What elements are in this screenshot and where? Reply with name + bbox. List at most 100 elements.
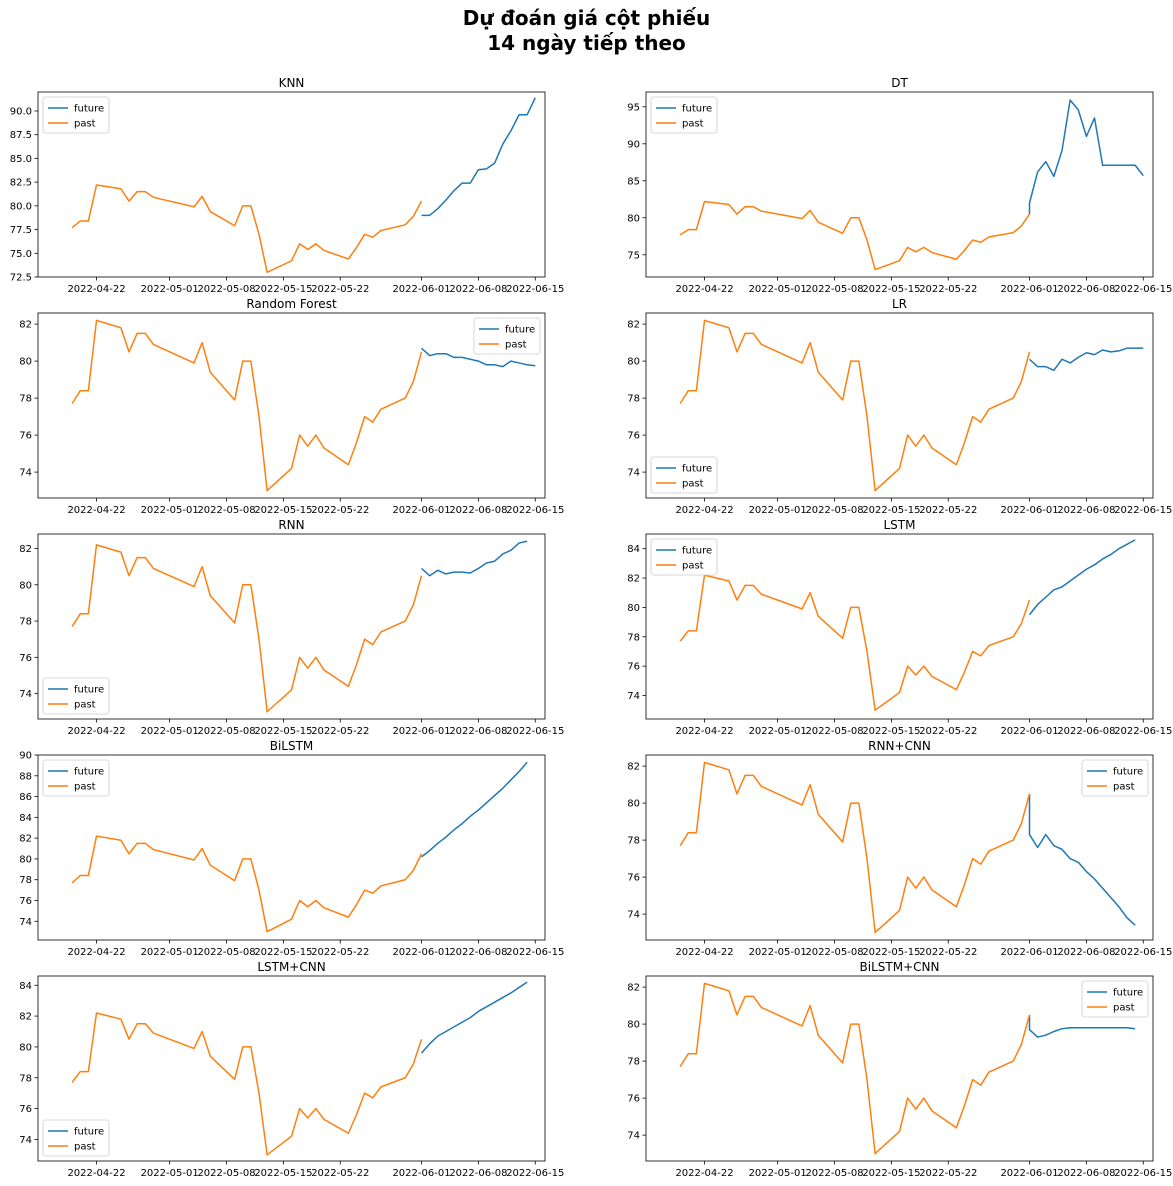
x-tick-label: 2022-06-08 [1057, 1168, 1115, 1179]
y-tick-label: 76 [627, 1094, 640, 1105]
x-tick-label: 2022-06-01 [392, 947, 450, 958]
x-tick-label: 2022-05-15 [862, 505, 920, 516]
axes-frame [37, 312, 546, 499]
y-tick-label: 76 [627, 431, 640, 442]
future-line [420, 981, 528, 1054]
y-tick-label: 85.0 [10, 154, 32, 165]
x-tick-label: 2022-05-22 [311, 1168, 369, 1179]
past-line [679, 982, 1031, 1155]
x-tick-label: 2022-05-08 [805, 947, 863, 958]
x-tick-label: 2022-05-01 [749, 947, 807, 958]
x-tick-label: 2022-06-01 [1000, 947, 1058, 958]
y-tick-label: 74 [19, 468, 32, 479]
subplot: BiLSTM 74 76 78 80 82 84 86 88 90 2022-04-22 2022-0… [19, 739, 564, 958]
y-tick-label: 90 [19, 751, 32, 762]
legend-label-future: future [682, 546, 712, 557]
y-tick-label: 82 [627, 762, 640, 773]
legend: future past [1081, 759, 1149, 797]
x-tick-label: 2022-05-01 [749, 505, 807, 516]
y-tick-label: 90 [627, 139, 640, 150]
subplot-title: LR [892, 297, 907, 311]
x-tick-label: 2022-05-15 [254, 1168, 312, 1179]
axes-frame [645, 533, 1154, 720]
future-line [421, 761, 528, 858]
y-tick-label: 80.0 [10, 201, 32, 212]
subplot-title: RNN+CNN [868, 739, 931, 753]
legend-box [42, 759, 110, 797]
x-tick-label: 2022-05-01 [141, 726, 199, 737]
axes-frame [37, 533, 546, 720]
y-tick-label: 74 [19, 689, 32, 700]
x-tick-label: 2022-04-22 [675, 726, 733, 737]
axes-frame [645, 312, 1154, 499]
subplot: KNN 72.5 75.0 77.5 80.0 82.5 85.0 87.5 90.0 2022-… [10, 76, 565, 295]
x-tick-label: 2022-04-22 [67, 947, 125, 958]
subplot-title: RNN [278, 518, 304, 532]
future-line [420, 347, 536, 368]
legend-label-future: future [1113, 988, 1143, 999]
y-tick-label: 85 [627, 176, 640, 187]
legend-label-past: past [682, 561, 704, 572]
past-line [71, 835, 423, 933]
y-tick-label: 75 [627, 250, 640, 261]
x-tick-label: 2022-05-22 [919, 284, 977, 295]
y-tick-label: 82 [19, 544, 32, 555]
x-tick-label: 2022-06-01 [392, 505, 450, 516]
x-tick-label: 2022-06-01 [392, 726, 450, 737]
x-tick-label: 2022-06-15 [506, 505, 564, 516]
future-line [1028, 793, 1136, 926]
y-tick-label: 74 [19, 917, 32, 928]
subplot-title: LSTM [884, 518, 916, 532]
y-tick-label: 80 [627, 799, 640, 810]
y-tick-label: 78 [19, 1073, 32, 1084]
legend-label-past: past [1113, 1003, 1135, 1014]
legend: future past [42, 96, 110, 134]
y-tick-label: 74 [627, 910, 640, 921]
x-tick-label: 2022-05-08 [805, 505, 863, 516]
legend-box [1081, 980, 1149, 1018]
x-tick-label: 2022-05-08 [805, 1168, 863, 1179]
x-tick-label: 2022-05-01 [749, 1168, 807, 1179]
legend-box [1081, 759, 1149, 797]
y-tick-label: 86 [19, 792, 32, 803]
legend-label-future: future [74, 104, 104, 115]
y-tick-label: 78 [19, 617, 32, 628]
x-tick-label: 2022-06-08 [449, 284, 507, 295]
y-tick-label: 82 [627, 574, 640, 585]
x-tick-label: 2022-04-22 [67, 726, 125, 737]
x-tick-label: 2022-05-08 [197, 1168, 255, 1179]
legend-label-future: future [505, 325, 535, 336]
x-tick-label: 2022-04-22 [675, 947, 733, 958]
legend-label-future: future [682, 104, 712, 115]
past-line [679, 319, 1031, 492]
past-line [71, 184, 423, 274]
y-tick-label: 80 [627, 603, 640, 614]
axes-frame [645, 754, 1154, 941]
x-tick-label: 2022-05-08 [197, 947, 255, 958]
past-line [71, 544, 423, 713]
y-tick-label: 76 [19, 653, 32, 664]
y-tick-label: 80 [627, 357, 640, 368]
y-tick-label: 76 [19, 1104, 32, 1115]
y-tick-label: 78 [627, 394, 640, 405]
legend: future past [650, 456, 718, 494]
x-tick-label: 2022-05-15 [862, 726, 920, 737]
subplot: Random Forest 74 76 78 80 82 2022-04-22 2022-05… [19, 297, 564, 516]
y-tick-label: 72.5 [10, 273, 32, 284]
subplot-title: KNN [279, 76, 305, 90]
y-tick-label: 82 [19, 1012, 32, 1023]
legend-box [42, 677, 110, 715]
y-tick-label: 80 [627, 1020, 640, 1031]
subplot-title: BiLSTM+CNN [860, 960, 940, 974]
subplot: LSTM+CNN 74 76 78 80 82 84 2022-04-22 2022-05-01… [19, 960, 564, 1179]
x-tick-label: 2022-06-15 [1114, 726, 1172, 737]
past-line [679, 761, 1031, 934]
y-tick-label: 78 [19, 394, 32, 405]
x-tick-label: 2022-05-22 [311, 505, 369, 516]
x-tick-label: 2022-04-22 [675, 505, 733, 516]
x-tick-label: 2022-06-15 [1114, 284, 1172, 295]
future-line [421, 97, 536, 217]
axes-frame [37, 975, 546, 1162]
